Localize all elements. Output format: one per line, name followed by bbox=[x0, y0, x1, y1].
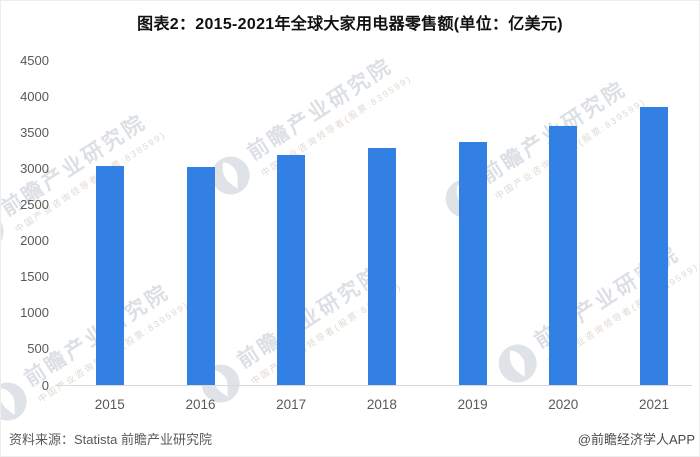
bar-2017 bbox=[277, 155, 306, 385]
x-axis-label-2015: 2015 bbox=[94, 397, 125, 412]
y-axis-tick-label-3500: 3500 bbox=[20, 124, 49, 140]
y-axis-tick-label-2000: 2000 bbox=[20, 233, 49, 249]
x-axis-label-2016: 2016 bbox=[185, 397, 216, 412]
credit-text: @前瞻经济学人APP bbox=[577, 432, 695, 447]
chart-title: 图表2：2015-2021年全球大家用电器零售额(单位：亿美元) bbox=[137, 16, 563, 33]
source-text: 资料来源：Statista 前瞻产业研究院 bbox=[9, 432, 212, 447]
x-axis-label-2018: 2018 bbox=[366, 397, 397, 412]
x-axis-line bbox=[55, 385, 692, 386]
bar-2016 bbox=[186, 166, 215, 385]
y-axis-tick-label-1000: 1000 bbox=[20, 305, 49, 321]
x-axis-label-2019: 2019 bbox=[457, 397, 488, 412]
y-axis-tick-label-4500: 4500 bbox=[20, 52, 49, 68]
bar-2018 bbox=[367, 148, 396, 385]
x-axis-label-2020: 2020 bbox=[548, 397, 579, 412]
x-axis-label-2021: 2021 bbox=[638, 397, 670, 412]
bar-2021 bbox=[640, 107, 668, 385]
bar-2015 bbox=[95, 166, 124, 385]
y-axis-tick-label-3000: 3000 bbox=[20, 160, 49, 176]
bar-2020 bbox=[549, 126, 578, 385]
x-axis-label-2017: 2017 bbox=[276, 397, 307, 412]
bar-2019 bbox=[458, 142, 487, 385]
y-axis-tick-label-4000: 4000 bbox=[20, 88, 49, 104]
y-axis-tick-label-0: 0 bbox=[41, 377, 49, 393]
y-axis-tick-label-1500: 1500 bbox=[20, 269, 49, 285]
y-axis-tick-label-500: 500 bbox=[27, 341, 49, 357]
y-axis-tick-label-2500: 2500 bbox=[20, 196, 49, 212]
